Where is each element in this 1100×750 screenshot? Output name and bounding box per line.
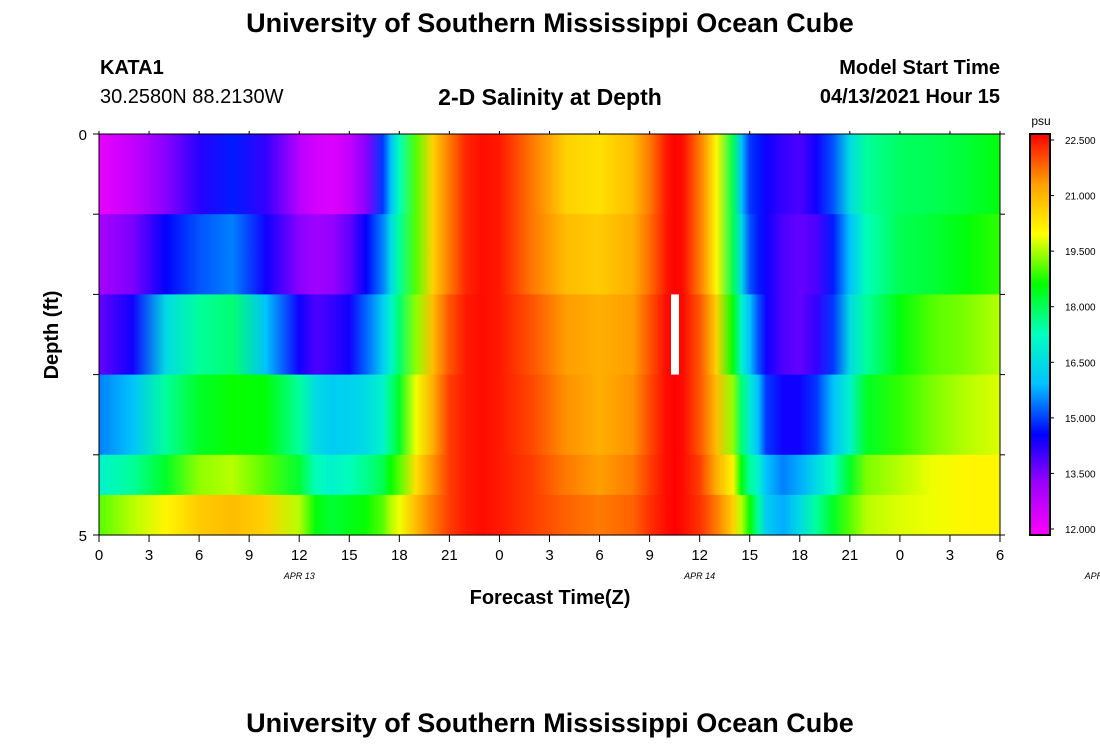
x-tick-label: 3: [946, 547, 954, 564]
heatmap-layer: [99, 214, 1000, 295]
colorbar-unit: psu: [1031, 114, 1050, 128]
heatmap-layer: [99, 454, 1000, 496]
x-tick-label: 15: [341, 547, 358, 564]
x-tick-label: 21: [841, 547, 858, 564]
x-tick-label: 6: [595, 547, 603, 564]
x-axis: 0 3 6 9 12 15 18 21 0 3 6 9 12 15 18 21 0 3 6 APR 13 APR 14 A…: [95, 131, 1100, 581]
colorbar-tick-label: 21.000: [1065, 192, 1096, 203]
colorbar-tick-label: 16.500: [1065, 358, 1096, 369]
top-title: University of Southern Mississippi Ocean…: [246, 8, 854, 38]
heatmap-layer: [99, 494, 1000, 536]
x-tick-label: 9: [245, 547, 253, 564]
x-tick-label: 12: [291, 547, 308, 564]
x-tick-label: 0: [896, 547, 904, 564]
colorbar: psu 22.500 21.000 19.500 18.000 16.500 15.000…: [1029, 114, 1096, 536]
x-tick-label: 12: [691, 547, 708, 564]
x-tick-label: 3: [545, 547, 553, 564]
plot-title: 2-D Salinity at Depth: [438, 84, 662, 110]
station-id: KATA1: [100, 57, 164, 79]
colorbar-tick-label: 19.500: [1065, 247, 1096, 258]
colorbar-gradient: [1029, 133, 1051, 536]
heatmap-layer: [99, 294, 1000, 376]
colorbar-tick-label: 22.500: [1065, 136, 1096, 147]
x-tick-label: 6: [996, 547, 1004, 564]
x-tick-label: 15: [741, 547, 758, 564]
salinity-chart: 0 3 6 9 12 15 18 21 0 3 6 9 12 15 18 21 0 3 6 APR 13 APR 14 A…: [41, 114, 1100, 609]
x-tick-label: 21: [441, 547, 458, 564]
x-tick-label: 3: [145, 547, 153, 564]
colorbar-tick-label: 18.000: [1065, 303, 1096, 314]
y-tick-label: 5: [79, 528, 87, 545]
date-label: APR 13: [283, 571, 315, 581]
date-label: APR 14: [683, 571, 715, 581]
x-tick-label: 0: [495, 547, 503, 564]
y-tick-label: 0: [79, 127, 87, 144]
x-axis-label: Forecast Time(Z): [470, 587, 631, 609]
bottom-title: University of Southern Mississippi Ocean…: [246, 708, 854, 738]
x-tick-label: 9: [645, 547, 653, 564]
heatmap-layer: [99, 374, 1000, 456]
date-label: APR 15: [1084, 571, 1100, 581]
x-tick-label: 18: [391, 547, 408, 564]
colorbar-ticks: 22.500 21.000 19.500 18.000 16.500 15.000 13.5…: [1050, 136, 1096, 536]
heatmap-layer: [99, 134, 1000, 215]
y-axis: 05: [79, 127, 1005, 545]
heatmap-layers: [99, 134, 1000, 536]
colorbar-tick-label: 13.500: [1065, 469, 1096, 480]
data-gap-marker: [671, 294, 679, 375]
x-tick-label: 0: [95, 547, 103, 564]
colorbar-tick-label: 12.000: [1065, 525, 1096, 536]
x-tick-label: 18: [791, 547, 808, 564]
colorbar-tick-label: 15.000: [1065, 414, 1096, 425]
y-axis-label: Depth (ft): [41, 291, 63, 380]
x-tick-label: 6: [195, 547, 203, 564]
model-start-label: Model Start Time: [839, 57, 1000, 79]
station-coords: 30.2580N 88.2130W: [100, 86, 284, 108]
model-start-value: 04/13/2021 Hour 15: [819, 86, 1000, 108]
